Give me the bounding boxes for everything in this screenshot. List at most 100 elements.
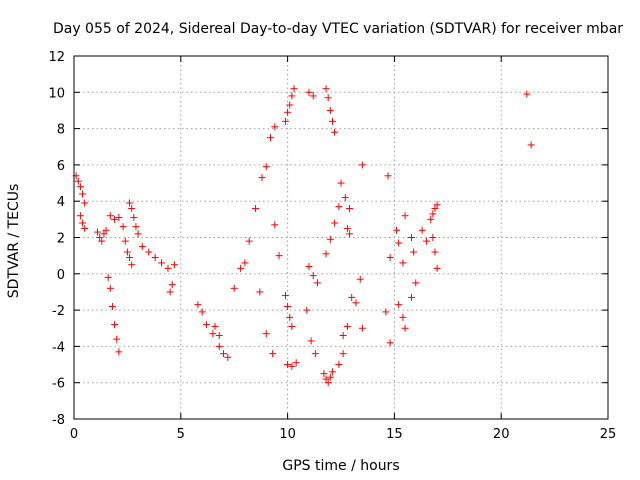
x-tick-label: 20 <box>493 427 510 442</box>
data-point <box>382 308 390 316</box>
data-point <box>271 123 279 131</box>
y-tick-label: 4 <box>57 195 65 210</box>
data-point <box>407 234 415 241</box>
data-point <box>79 219 87 227</box>
x-tick-label: 0 <box>70 427 78 442</box>
data-point <box>339 332 347 340</box>
data-point <box>427 215 435 223</box>
data-point <box>158 259 166 267</box>
data-point <box>281 117 289 125</box>
data-point <box>346 230 354 238</box>
data-point <box>384 172 392 180</box>
data-point <box>271 221 279 229</box>
data-point <box>220 350 228 358</box>
data-point <box>305 88 313 96</box>
data-point <box>429 234 437 241</box>
y-tick-label: 12 <box>48 50 65 65</box>
data-point <box>215 342 223 350</box>
data-point <box>111 321 119 329</box>
data-point <box>326 373 334 381</box>
data-point <box>74 177 82 185</box>
data-point <box>128 204 136 212</box>
data-point <box>256 288 264 296</box>
data-point <box>288 362 296 370</box>
y-tick-label: 2 <box>57 232 65 247</box>
data-point <box>128 261 136 269</box>
data-point <box>151 253 159 261</box>
plot-frame <box>73 55 609 420</box>
data-point <box>433 201 441 209</box>
data-point <box>290 85 298 93</box>
data-point <box>305 263 313 271</box>
data-point <box>267 134 275 142</box>
data-point <box>79 190 87 198</box>
data-point <box>111 215 119 223</box>
data-point <box>166 288 174 296</box>
x-axis-label: GPS time / hours <box>282 458 399 474</box>
y-axis-label: SDTVAR / TECUs <box>6 184 22 299</box>
data-point <box>431 204 439 212</box>
data-point <box>399 313 407 321</box>
data-point <box>307 337 315 345</box>
data-point <box>303 306 311 314</box>
data-point <box>393 226 401 234</box>
data-point <box>418 226 426 234</box>
data-point <box>326 106 334 114</box>
data-point <box>339 350 347 358</box>
data-point <box>286 313 294 321</box>
data-point <box>145 248 153 256</box>
data-point <box>324 379 332 387</box>
data-point <box>358 161 366 169</box>
data-point <box>523 90 531 98</box>
data-point <box>252 204 260 212</box>
data-point <box>335 361 343 369</box>
data-point <box>322 250 330 258</box>
data-points <box>72 85 535 387</box>
data-point <box>194 301 202 309</box>
data-point <box>258 174 266 182</box>
data-point <box>132 223 140 231</box>
data-point <box>262 330 270 338</box>
data-point <box>100 230 108 238</box>
data-point <box>262 163 270 171</box>
data-point <box>284 108 292 116</box>
data-point <box>331 219 339 227</box>
data-point <box>98 237 106 245</box>
data-point <box>81 199 89 207</box>
data-point <box>113 335 121 343</box>
data-point <box>288 322 296 330</box>
data-point <box>410 248 418 256</box>
x-tick-label: 10 <box>279 427 296 442</box>
data-point <box>209 330 217 338</box>
data-point <box>346 204 354 212</box>
data-point <box>429 210 437 218</box>
y-tick-label: -8 <box>52 413 65 428</box>
data-point <box>324 94 332 102</box>
data-point <box>108 302 116 310</box>
data-point <box>230 284 238 292</box>
data-point <box>337 179 345 187</box>
x-tick-label: 15 <box>386 427 403 442</box>
data-point <box>81 224 89 232</box>
data-point <box>320 370 328 378</box>
data-point <box>431 248 439 256</box>
data-point <box>386 339 394 347</box>
x-tick-label: 25 <box>600 427 617 442</box>
data-point <box>126 253 134 261</box>
y-tick-label: 6 <box>57 159 65 174</box>
data-point <box>412 279 420 287</box>
data-point <box>407 293 415 301</box>
data-point <box>286 101 294 109</box>
data-point <box>281 292 289 300</box>
data-point <box>76 212 84 220</box>
data-point <box>164 264 172 272</box>
y-tick-label: 10 <box>48 86 65 101</box>
data-point <box>130 214 138 222</box>
data-point <box>395 301 403 309</box>
data-point <box>115 214 123 222</box>
data-point <box>322 375 330 383</box>
data-point <box>138 243 146 251</box>
data-point <box>292 359 300 367</box>
data-point <box>93 228 101 236</box>
